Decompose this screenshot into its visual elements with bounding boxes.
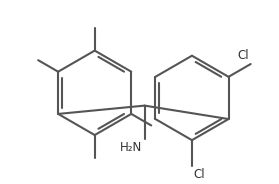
Text: H₂N: H₂N xyxy=(120,141,142,154)
Text: Cl: Cl xyxy=(193,168,205,181)
Text: Cl: Cl xyxy=(238,49,249,62)
